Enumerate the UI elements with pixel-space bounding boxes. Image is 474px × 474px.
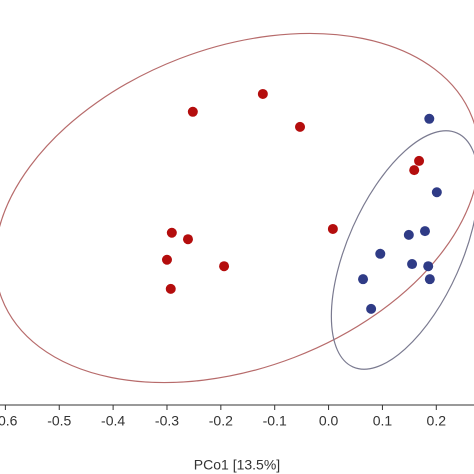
x-tick-label: -0.6	[0, 413, 18, 429]
x-tick-label: -0.5	[47, 413, 71, 429]
point	[358, 274, 369, 285]
point	[295, 121, 306, 132]
point	[431, 187, 442, 198]
point	[165, 283, 176, 294]
group-ellipse	[0, 32, 474, 384]
x-axis-label: PCo1 [13.5%]	[194, 457, 280, 473]
point	[375, 248, 386, 259]
point	[161, 254, 172, 265]
point	[327, 223, 338, 234]
x-tick-label: 0.0	[319, 413, 339, 429]
point	[407, 259, 418, 270]
point	[409, 165, 420, 176]
x-tick-label: -0.4	[101, 413, 125, 429]
point	[424, 274, 435, 285]
point	[219, 261, 230, 272]
point	[423, 261, 434, 272]
group-ellipse	[330, 130, 474, 370]
point	[424, 113, 435, 124]
point	[403, 229, 414, 240]
x-tick-label: -0.2	[209, 413, 233, 429]
point	[166, 227, 177, 238]
point	[414, 155, 425, 166]
point	[182, 234, 193, 245]
x-tick-label: 0.1	[373, 413, 393, 429]
x-tick-label: -0.1	[263, 413, 287, 429]
x-tick-label: 0.2	[427, 413, 447, 429]
point	[187, 106, 198, 117]
point	[366, 303, 377, 314]
point	[257, 88, 268, 99]
x-tick-label: -0.3	[155, 413, 179, 429]
point	[419, 226, 430, 237]
